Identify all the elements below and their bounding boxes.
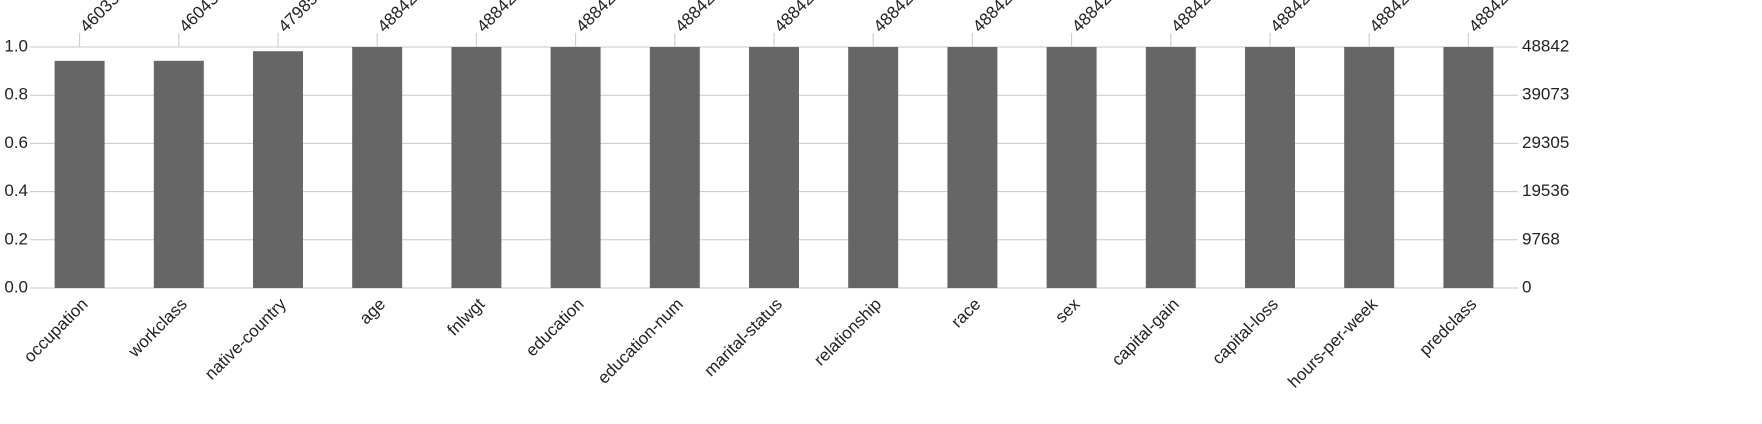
value-label: 48842 (1167, 0, 1214, 36)
bar (550, 47, 601, 288)
y2-tick-label: 0 (1522, 277, 1531, 296)
bar (1344, 47, 1395, 288)
value-label: 48842 (671, 0, 718, 36)
bar (1443, 47, 1494, 288)
bar (451, 47, 502, 288)
bar (1145, 47, 1196, 288)
y-tick-label: 0.4 (4, 181, 28, 200)
x-tick-label: fnlwgt (444, 294, 489, 339)
y-tick-label: 0.6 (4, 133, 28, 152)
bar (153, 60, 204, 289)
y2-tick-label: 9768 (1522, 229, 1560, 248)
bar (749, 47, 799, 288)
x-tick-label: education (522, 295, 588, 361)
x-tick-label: native-country (201, 294, 290, 383)
y-tick-label: 1.0 (4, 36, 28, 55)
value-label: 48842 (374, 0, 421, 36)
y-tick-label: 0.2 (4, 229, 28, 248)
x-tick-label: relationship (810, 295, 885, 370)
value-label: 48842 (870, 0, 917, 36)
value-label: 48842 (473, 0, 520, 36)
value-label: 48842 (771, 0, 818, 36)
x-tick-label: race (948, 295, 985, 332)
value-label: 48842 (1068, 0, 1115, 36)
bar (54, 60, 105, 289)
y2-tick-label: 29305 (1522, 133, 1569, 152)
y-tick-label: 0.0 (4, 277, 28, 296)
x-tick-label: marital-status (700, 295, 786, 381)
x-tick-label: education-num (594, 295, 687, 388)
y-tick-label: 0.8 (4, 85, 28, 104)
bar (649, 47, 700, 288)
y2-tick-label: 39073 (1522, 85, 1569, 104)
value-label: 48842 (1465, 0, 1512, 36)
value-label: 48842 (1366, 0, 1413, 36)
bar (352, 47, 403, 288)
value-label: 46033 (76, 0, 123, 36)
x-tick-label: predclass (1416, 295, 1481, 360)
value-label: 46043 (175, 0, 222, 36)
value-label: 48842 (572, 0, 619, 36)
bar (1245, 47, 1295, 288)
x-tick-label: occupation (20, 295, 92, 367)
bar (848, 47, 899, 288)
x-tick-label: age (356, 295, 389, 328)
y2-tick-label: 19536 (1522, 181, 1569, 200)
bar (253, 51, 303, 289)
value-label: 48842 (969, 0, 1016, 36)
y2-tick-label: 48842 (1522, 36, 1569, 55)
x-tick-label: capital-loss (1208, 295, 1282, 369)
x-tick-label: sex (1051, 294, 1083, 326)
x-tick-label: hours-per-week (1284, 294, 1381, 391)
x-tick-label: capital-gain (1108, 295, 1183, 370)
bar (1046, 47, 1097, 288)
x-tick-label: workclass (124, 295, 191, 362)
bar (947, 47, 998, 288)
value-label: 47985 (275, 0, 322, 36)
value-label: 48842 (1267, 0, 1314, 36)
